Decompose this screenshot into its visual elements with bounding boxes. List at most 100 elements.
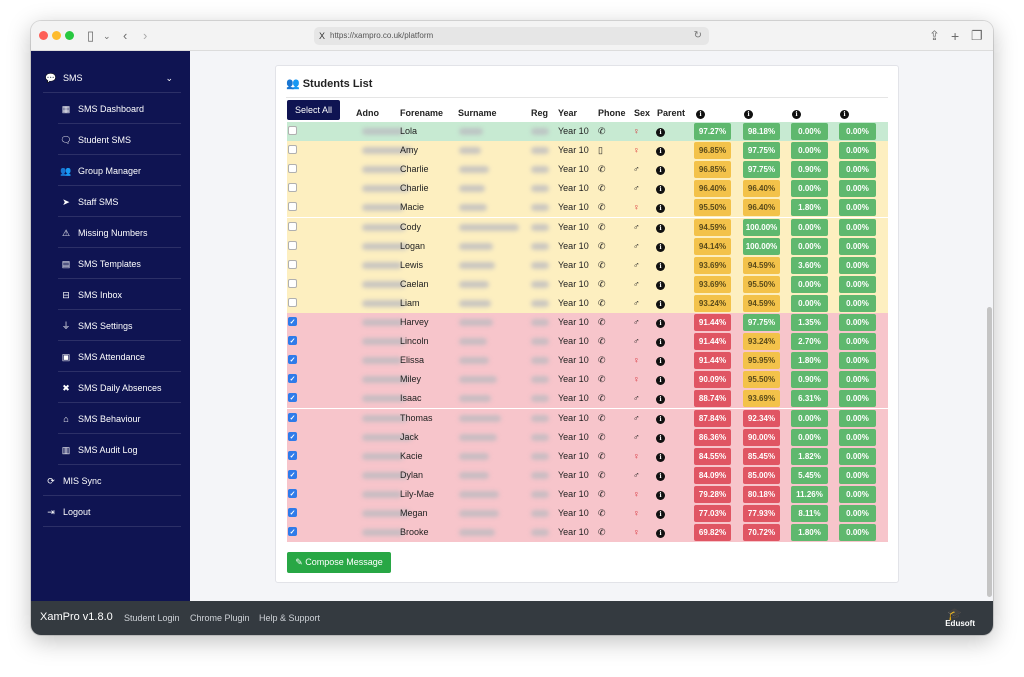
info-icon[interactable]: i — [656, 332, 665, 351]
phone-icon[interactable]: ✆ — [598, 393, 606, 404]
maximize-window-button[interactable] — [65, 31, 74, 40]
phone-icon[interactable]: ✆ — [598, 412, 606, 423]
row-select-checkbox[interactable] — [288, 259, 297, 269]
info-icon[interactable]: i — [656, 122, 665, 141]
row-select-checkbox[interactable]: ✓ — [288, 412, 297, 422]
table-row[interactable]: ✓ Jack Year 10 ✆ ♂ i 86.36% 90.00% 0.00% 0.00% — [287, 427, 888, 447]
info-icon[interactable]: i — [656, 237, 665, 256]
info-icon[interactable]: i — [792, 108, 801, 119]
table-row[interactable]: ✓ Kacie Year 10 ✆ ♀ i 84.55% 85.45% 1.82% 0.00% — [287, 446, 888, 466]
info-icon[interactable]: i — [656, 141, 665, 160]
phone-icon[interactable]: ✆ — [598, 126, 606, 136]
header-phone[interactable]: Phone — [598, 108, 626, 118]
info-icon[interactable]: i — [656, 218, 665, 237]
info-icon[interactable]: i — [656, 389, 665, 408]
sidebar-item-sms-inbox[interactable]: ⊟ SMS Inbox — [58, 280, 181, 310]
info-icon[interactable]: i — [656, 198, 665, 217]
sidebar-item-logout[interactable]: ⇥ Logout — [43, 497, 181, 527]
back-icon[interactable]: ‹ — [123, 28, 128, 43]
row-select-checkbox[interactable]: ✓ — [288, 336, 297, 346]
table-row[interactable]: Charlie Year 10 ✆ ♂ i 96.40% 96.40% 0.00% 0.00% — [287, 179, 888, 199]
table-row[interactable]: Logan Year 10 ✆ ♂ i 94.14% 100.00% 0.00% 0.00% — [287, 236, 888, 256]
phone-icon[interactable]: ✆ — [598, 221, 606, 232]
row-select-checkbox[interactable] — [288, 183, 297, 193]
info-icon[interactable]: i — [840, 108, 849, 119]
sidebar-item-student-sms[interactable]: 🗨 Student SMS — [58, 125, 181, 155]
scrollbar-thumb[interactable] — [987, 307, 992, 597]
url-bar[interactable]: X https://xampro.co.uk/platform ↻ — [314, 27, 709, 45]
phone-icon[interactable]: ✆ — [598, 488, 606, 499]
row-select-checkbox[interactable] — [288, 278, 297, 288]
info-icon[interactable]: i — [656, 504, 665, 523]
row-select-checkbox[interactable]: ✓ — [288, 393, 297, 403]
phone-icon[interactable]: ✆ — [598, 259, 606, 270]
table-row[interactable]: ✓ Elissa Year 10 ✆ ♀ i 91.44% 95.95% 1.80% 0.00% — [287, 351, 888, 371]
info-icon[interactable]: i — [656, 409, 665, 428]
info-icon[interactable]: i — [656, 179, 665, 198]
phone-icon[interactable]: ✆ — [598, 374, 606, 385]
compose-message-button[interactable]: ✎ Compose Message — [287, 552, 391, 573]
phone-icon[interactable]: ✆ — [598, 450, 606, 461]
table-row[interactable]: ✓ Thomas Year 10 ✆ ♂ i 87.84% 92.34% 0.00% 0.00% — [287, 408, 888, 428]
select-all-button[interactable]: Select All — [287, 100, 340, 120]
sidebar-item-sms-dashboard[interactable]: ▦ SMS Dashboard — [58, 94, 181, 124]
sidebar-item-sms-daily-absences[interactable]: ✖ SMS Daily Absences — [58, 373, 181, 403]
info-icon[interactable]: i — [656, 466, 665, 485]
chevron-down-icon[interactable]: ⌄ — [103, 31, 111, 41]
table-row[interactable]: Lola Year 10 ✆ ♀ i 97.27% 98.18% 0.00% 0.00% — [287, 122, 888, 141]
sidebar-item-staff-sms[interactable]: ➤ Staff SMS — [58, 187, 181, 217]
phone-icon[interactable]: ✆ — [598, 240, 606, 251]
reload-icon[interactable]: ↻ — [693, 30, 702, 41]
info-icon[interactable]: i — [656, 351, 665, 370]
table-row[interactable]: ✓ Dylan Year 10 ✆ ♂ i 84.09% 85.00% 5.45% 0.00% — [287, 465, 888, 485]
table-row[interactable]: ✓ Harvey Year 10 ✆ ♂ i 91.44% 97.75% 1.35% 0.00% — [287, 313, 888, 332]
info-icon[interactable]: i — [656, 370, 665, 389]
sidebar-toggle-icon[interactable]: ▯ — [87, 28, 95, 43]
forward-icon[interactable]: › — [143, 28, 148, 43]
header-surname[interactable]: Surname — [458, 108, 497, 118]
header-year[interactable]: Year — [558, 108, 578, 118]
phone-icon[interactable]: ✆ — [598, 297, 606, 308]
table-row[interactable]: ✓ Lincoln Year 10 ✆ ♂ i 91.44% 93.24% 2.70% 0.00% — [287, 332, 888, 352]
info-icon[interactable]: i — [656, 160, 665, 179]
header-sex[interactable]: Sex — [634, 108, 651, 118]
info-icon[interactable]: i — [744, 108, 753, 119]
sidebar-item-sms[interactable]: 💬 SMS ⌄ — [43, 63, 181, 93]
sidebar-item-sms-settings[interactable]: ⏚ SMS Settings — [58, 311, 181, 341]
info-icon[interactable]: i — [656, 294, 665, 313]
table-row[interactable]: Caelan Year 10 ✆ ♂ i 93.69% 95.50% 0.00% 0.00% — [287, 274, 888, 294]
header-parent[interactable]: Parent — [657, 108, 686, 118]
sidebar-item-sms-attendance[interactable]: ▣ SMS Attendance — [58, 342, 181, 372]
row-select-checkbox[interactable] — [288, 221, 297, 231]
chevron-down-icon[interactable]: ⌄ — [165, 73, 173, 83]
phone-icon[interactable]: ✆ — [598, 317, 606, 327]
table-row[interactable]: ✓ Lily-Mae Year 10 ✆ ♀ i 79.28% 80.18% 11.26% 0.0… — [287, 484, 888, 504]
info-icon[interactable]: i — [656, 485, 665, 504]
info-icon[interactable]: i — [656, 256, 665, 275]
row-select-checkbox[interactable]: ✓ — [288, 374, 297, 384]
phone-icon[interactable]: ✆ — [598, 202, 606, 213]
table-row[interactable]: Lewis Year 10 ✆ ♂ i 93.69% 94.59% 3.60% 0.00% — [287, 255, 888, 275]
table-row[interactable]: ✓ Miley Year 10 ✆ ♀ i 90.09% 95.50% 0.90% 0.00% — [287, 370, 888, 390]
new-tab-icon[interactable]: + — [951, 28, 960, 44]
phone-icon[interactable]: ✆ — [598, 527, 606, 538]
sidebar-item-sms-behaviour[interactable]: ⌂ SMS Behaviour — [58, 404, 181, 434]
phone-icon[interactable]: ✆ — [598, 355, 606, 366]
minimize-window-button[interactable] — [52, 31, 61, 40]
row-select-checkbox[interactable]: ✓ — [288, 355, 297, 365]
close-window-button[interactable] — [39, 31, 48, 40]
row-select-checkbox[interactable] — [288, 240, 297, 250]
student-login-link[interactable]: Student Login — [124, 613, 180, 623]
row-select-checkbox[interactable] — [288, 126, 297, 135]
info-icon[interactable]: i — [656, 275, 665, 294]
header-reg[interactable]: Reg — [531, 108, 549, 118]
phone-icon[interactable]: ✆ — [598, 278, 606, 289]
header-adno[interactable]: Adno — [356, 108, 379, 118]
row-select-checkbox[interactable]: ✓ — [288, 469, 297, 479]
row-select-checkbox[interactable]: ✓ — [288, 450, 297, 460]
table-row[interactable]: Cody Year 10 ✆ ♂ i 94.59% 100.00% 0.00% 0.00% — [287, 217, 888, 237]
row-select-checkbox[interactable]: ✓ — [288, 527, 297, 537]
help-support-link[interactable]: Help & Support — [259, 613, 321, 623]
table-row[interactable]: ✓ Isaac Year 10 ✆ ♂ i 88.74% 93.69% 6.31% 0.00% — [287, 389, 888, 409]
phone-icon[interactable]: ✆ — [598, 431, 606, 442]
